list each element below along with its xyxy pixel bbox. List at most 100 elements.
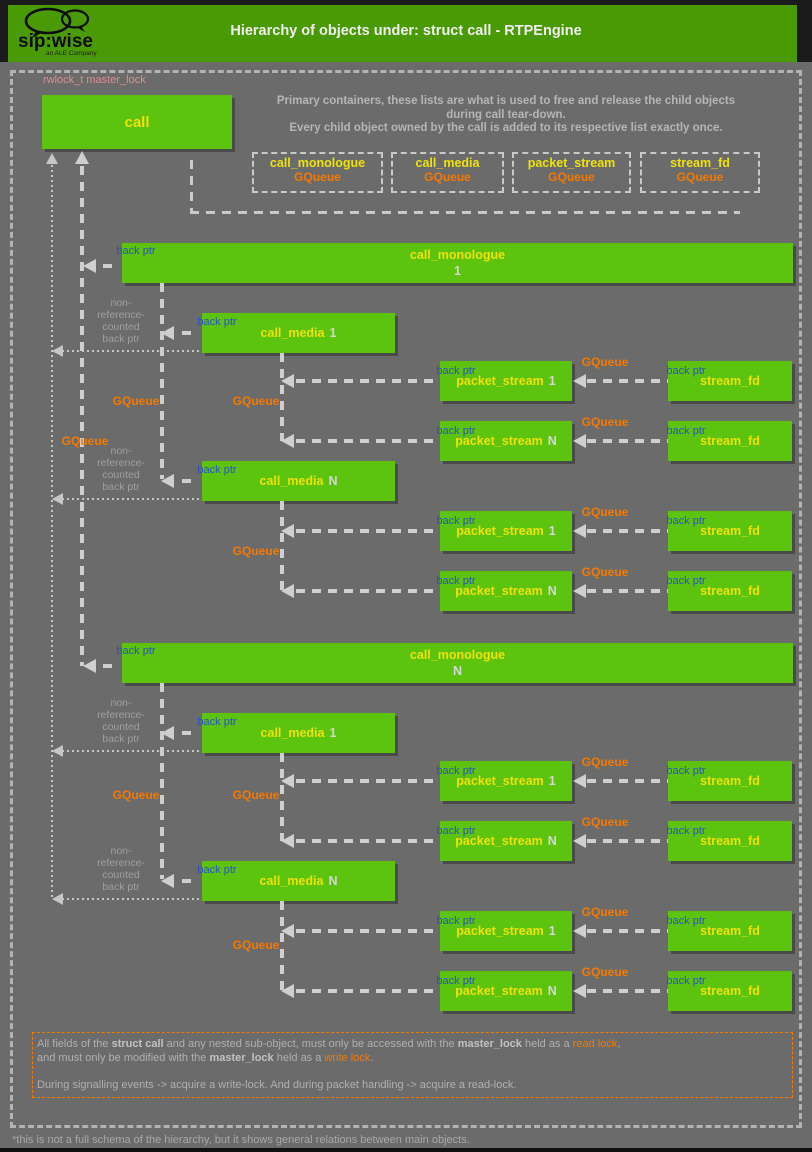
back-ptr-label: back ptr	[197, 464, 237, 476]
gqueue-label: GQueue	[232, 544, 280, 558]
packet-stream-name: packet_stream	[456, 924, 544, 938]
packet-stream-name: packet_stream	[456, 774, 544, 788]
non-ref-backptr-label: non-reference-counted back ptr	[86, 297, 156, 345]
monologue-bar: call_monologue 1	[122, 243, 793, 283]
back-ptr-arrow-dash	[182, 879, 196, 883]
back-ptr-label: back ptr	[666, 425, 706, 437]
call-media-index: 1	[329, 326, 337, 340]
fd-back-ptr-arrow-icon	[573, 434, 586, 448]
legend-segment: master_lock	[457, 1038, 522, 1050]
legend-segment: and must only be modified with the	[37, 1051, 210, 1064]
call-media-name: call_media	[259, 474, 324, 488]
intro-line-1: Primary containers, these lists are what…	[276, 95, 736, 107]
stream-branch-dash	[296, 379, 440, 383]
fd-back-ptr-arrow-icon	[573, 924, 586, 938]
legend-line: All fields of the struct call and any ne…	[37, 1038, 620, 1052]
fd-back-ptr-dash	[587, 379, 668, 383]
monologue-bar-name: call_monologue	[409, 647, 506, 662]
non-ref-line: back ptr	[102, 333, 140, 345]
rail-backptr-up-arrow-icon	[75, 151, 89, 164]
container-name: packet_stream	[527, 156, 616, 170]
back-ptr-label: back ptr	[197, 864, 237, 876]
fd-back-ptr-arrow-icon	[573, 584, 586, 598]
packet-stream-box: packet_stream 1	[440, 911, 572, 951]
back-ptr-label: back ptr	[666, 765, 706, 777]
call-media-box: call_media 1	[202, 713, 395, 753]
packet-stream-index: 1	[548, 924, 556, 938]
non-ref-arrow-icon	[52, 493, 63, 505]
non-ref-branch-dotted	[62, 750, 202, 752]
gqueue-label: GQueue	[581, 505, 629, 519]
fd-back-ptr-dash	[587, 839, 668, 843]
packet-stream-name: packet_stream	[455, 584, 543, 598]
stream-branch-dash	[296, 989, 440, 993]
stream-branch-dash	[296, 529, 440, 533]
page-title: Hierarchy of objects under: struct call …	[230, 23, 582, 39]
packet-stream-box: packet_stream N	[440, 571, 572, 611]
legend-segment: All fields of the	[37, 1038, 112, 1050]
stream-fd-name: stream_fd	[700, 984, 760, 998]
back-ptr-label: back ptr	[666, 975, 706, 987]
stream-branch-dash	[296, 439, 440, 443]
gqueue-label: GQueue	[581, 815, 629, 829]
container-box-call_monologue: call_monologue GQueue	[252, 152, 383, 193]
back-ptr-label: back ptr	[436, 425, 476, 437]
rail-streams-gqueue	[280, 901, 284, 991]
rail-medias-gqueue	[160, 683, 164, 879]
gqueue-label: GQueue	[112, 788, 160, 802]
non-ref-line: counted	[102, 721, 140, 733]
container-name: call_monologue	[269, 156, 366, 170]
packet-stream-index: N	[547, 584, 557, 598]
stream-fd-name: stream_fd	[700, 374, 760, 388]
packet-stream-name: packet_stream	[455, 984, 543, 998]
stream-branch-dash	[296, 589, 440, 593]
non-ref-line: non-	[110, 845, 132, 857]
monologue-bar-name: call_monologue	[409, 247, 506, 262]
gqueue-label: GQueue	[581, 965, 629, 979]
back-ptr-label: back ptr	[436, 915, 476, 927]
fd-back-ptr-dash	[587, 589, 668, 593]
packet-stream-index: 1	[548, 374, 556, 388]
non-ref-backptr-label: non-reference-counted back ptr	[86, 445, 156, 493]
back-ptr-arrow-dash	[182, 479, 196, 483]
stream-branch-arrow-icon	[281, 834, 294, 848]
gqueue-label: GQueue	[581, 755, 629, 769]
back-ptr-arrow-dash	[103, 664, 117, 668]
non-ref-branch-dotted	[62, 498, 202, 500]
stream-branch-dash	[296, 839, 440, 843]
stream-branch-arrow-icon	[281, 524, 294, 538]
fd-back-ptr-arrow-icon	[573, 984, 586, 998]
stream-fd-name: stream_fd	[700, 524, 760, 538]
rail-nonref-up-arrow-icon	[46, 153, 58, 164]
non-ref-line: back ptr	[102, 881, 140, 893]
fd-back-ptr-dash	[587, 529, 668, 533]
rail-streams-gqueue	[280, 353, 284, 441]
legend-segment: read lock	[572, 1038, 618, 1050]
container-name: call_media	[415, 156, 480, 170]
legend-line	[37, 1065, 620, 1079]
non-ref-line: back ptr	[102, 481, 140, 493]
monologue-bar-index: 1	[454, 263, 461, 278]
stream-fd-box: stream_fd	[668, 571, 792, 611]
intro-line-3: Every child object owned by the call is …	[289, 122, 723, 134]
call-media-box: call_media N	[202, 861, 395, 901]
back-ptr-label: back ptr	[666, 575, 706, 587]
packet-stream-index: 1	[548, 524, 556, 538]
back-ptr-arrow-icon	[161, 474, 174, 488]
packet-stream-name: packet_stream	[455, 434, 543, 448]
back-ptr-label: back ptr	[436, 975, 476, 987]
gqueue-label: GQueue	[581, 415, 629, 429]
non-ref-line: back ptr	[102, 733, 140, 745]
fd-back-ptr-dash	[587, 989, 668, 993]
back-ptr-label: back ptr	[666, 515, 706, 527]
legend-box: All fields of the struct call and any ne…	[32, 1032, 793, 1098]
non-ref-line: counted	[102, 469, 140, 481]
non-ref-backptr-label: non-reference-counted back ptr	[86, 845, 156, 893]
non-ref-branch-dotted	[62, 898, 202, 900]
containers-connector-vertical	[190, 160, 193, 213]
gqueue-label: GQueue	[61, 434, 109, 448]
container-type: GQueue	[548, 170, 595, 184]
packet-stream-index: 1	[548, 774, 556, 788]
stream-fd-box: stream_fd	[668, 361, 792, 401]
back-ptr-label: back ptr	[666, 825, 706, 837]
